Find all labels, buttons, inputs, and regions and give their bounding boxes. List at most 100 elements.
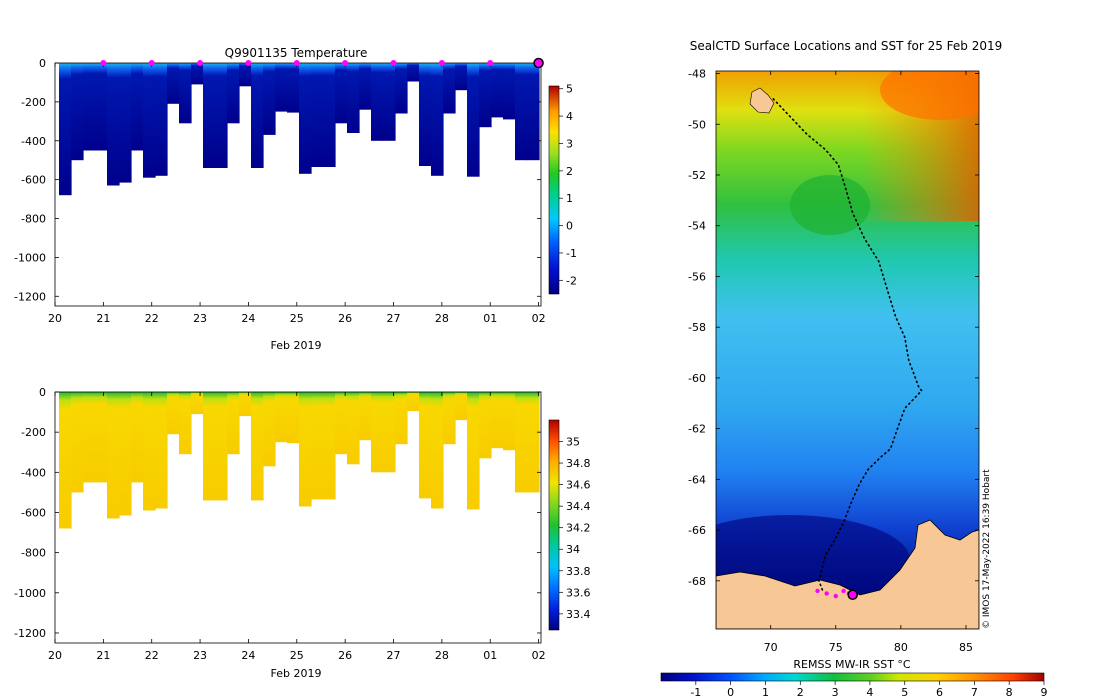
sal-profile-22: [323, 392, 336, 500]
temp-cbtick-label: 5: [566, 83, 573, 96]
temp-ytick-label: -1000: [14, 251, 46, 264]
temp-profile-10: [179, 63, 192, 124]
temp-surface-marker: [487, 60, 494, 66]
daily-position: [815, 588, 820, 594]
temp-profile-11: [191, 63, 204, 85]
sal-cbtick-label: 33.4: [566, 608, 591, 621]
temp-profile-12: [203, 63, 216, 168]
sst-cbtick-label: 8: [1006, 686, 1013, 699]
temp-profile-17: [263, 63, 276, 135]
sal-xlabel: Feb 2019: [271, 667, 322, 680]
sal-profile-24: [347, 392, 360, 465]
map-lat-tick-label: -66: [688, 524, 706, 537]
sal-xtick-label: 22: [145, 649, 159, 662]
sst-colorbar: [661, 673, 1044, 681]
temp-profile-2: [83, 63, 96, 151]
sal-cbtick-label: 34.2: [566, 522, 591, 535]
sal-profile-25: [359, 392, 372, 441]
temp-profile-9: [167, 63, 180, 104]
sal-profile-14: [227, 392, 240, 455]
temp-profiles: [59, 63, 540, 196]
sal-profile-23: [335, 392, 348, 455]
map-lon-tick-label: 80: [894, 641, 908, 654]
temp-profile-19: [287, 63, 300, 113]
map-lat-tick-label: -52: [688, 169, 706, 182]
sal-profile-15: [239, 392, 252, 417]
sal-profile-0: [59, 392, 72, 529]
map-title: SealCTD Surface Locations and SST for 25…: [690, 39, 1003, 53]
sal-profile-37: [503, 392, 516, 451]
sal-profile-10: [179, 392, 192, 455]
sal-cbtick-label: 34: [566, 543, 580, 556]
sal-profile-5: [119, 392, 132, 516]
temp-xtick-label: 01: [483, 312, 497, 325]
temp-profile-25: [359, 63, 372, 110]
sal-cbtick-label: 33.8: [566, 565, 591, 578]
temp-profile-28: [395, 63, 408, 114]
daily-positions: [815, 588, 858, 601]
temp-profile-13: [215, 63, 228, 168]
temp-profile-4: [107, 63, 120, 186]
sst-cbtick-label: 1: [762, 686, 769, 699]
sal-ytick-label: 0: [39, 386, 46, 399]
temp-profile-32: [443, 63, 456, 114]
sal-profile-29: [407, 392, 420, 412]
temp-title: Q9901135 Temperature: [225, 46, 368, 60]
temp-xtick-label: 21: [96, 312, 110, 325]
sal-xtick-label: 01: [483, 649, 497, 662]
sal-profile-34: [467, 392, 480, 510]
temp-surface-marker: [342, 60, 349, 66]
temp-surface-marker: [197, 60, 204, 66]
temp-profile-16: [251, 63, 264, 168]
sal-cbtick-label: 35: [566, 436, 580, 449]
sst-cold-patch-north: [880, 71, 979, 120]
temp-profile-23: [335, 63, 348, 124]
temp-profile-27: [383, 63, 396, 141]
temp-xtick-label: 24: [241, 312, 255, 325]
sal-profile-31: [431, 392, 444, 509]
sal-colorbar-ticks: 35 34.8 34.6 34.4 34.2 34 33.8 33.6 33.4: [559, 436, 591, 621]
sal-profile-19: [287, 392, 300, 444]
sst-cbtick-label: 6: [936, 686, 943, 699]
map-lat-tick-label: -48: [688, 68, 706, 81]
map-lon-ticks: 70 75 80 85: [764, 71, 973, 654]
temp-surface-marker: [148, 60, 155, 66]
sal-axes-frame: [54, 391, 542, 644]
sst-cbtick-label: 4: [866, 686, 873, 699]
temp-cbtick-label: 0: [566, 220, 573, 233]
sal-y-ticks: 0 -200 -400 -600 -800 -1000 -1200: [14, 386, 541, 640]
sal-profile-17: [263, 392, 276, 467]
sst-cold-pocket: [790, 175, 870, 235]
sal-ytick-label: -200: [21, 426, 46, 439]
temp-ytick-label: -1200: [14, 290, 46, 303]
temp-profile-29: [407, 63, 420, 82]
temp-xtick-label: 22: [145, 312, 159, 325]
temp-profile-21: [311, 63, 324, 167]
temp-profile-37: [503, 63, 516, 120]
temp-xtick-label: 28: [435, 312, 449, 325]
temp-profile-1: [71, 63, 84, 161]
antarctic-land: [716, 519, 979, 629]
temp-profile-18: [275, 63, 288, 112]
sal-profile-12: [203, 392, 216, 501]
temp-profile-5: [119, 63, 132, 183]
temp-profile-34: [467, 63, 480, 177]
sal-colorbar: [549, 420, 559, 630]
temp-cbtick-label: 4: [566, 110, 573, 123]
temp-cbtick-label: 1: [566, 192, 573, 205]
sal-profile-6: [131, 392, 144, 483]
temp-profile-15: [239, 63, 252, 87]
temp-profile-0: [59, 63, 72, 196]
sal-profile-38: [515, 392, 528, 493]
temp-profile-33: [455, 63, 468, 91]
map-lat-tick-label: -68: [688, 575, 706, 588]
sst-cbtick-label: 5: [901, 686, 908, 699]
temp-profile-6: [131, 63, 144, 151]
temp-cbtick-label: 3: [566, 137, 573, 150]
temp-profile-24: [347, 63, 360, 133]
sal-profile-4: [107, 392, 120, 519]
sal-profile-1: [71, 392, 84, 493]
temp-y-ticks: 0 -200 -400 -600 -800 -1000 -1200: [14, 57, 541, 303]
temp-profile-35: [479, 63, 492, 128]
